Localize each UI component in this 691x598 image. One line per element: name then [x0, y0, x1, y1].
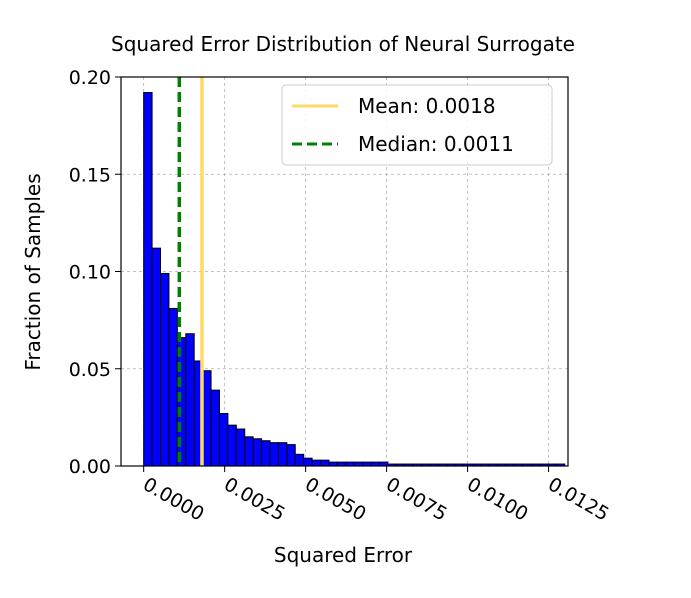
histogram-bar — [261, 440, 271, 467]
y-tick-label: 0.00 — [69, 456, 111, 478]
histogram-bar — [303, 457, 313, 467]
y-tick-label: 0.10 — [69, 262, 111, 284]
y-tick-label: 0.05 — [69, 359, 111, 381]
histogram-bar — [143, 92, 153, 467]
histogram-bar — [294, 453, 305, 467]
x-tick-label: 0.0025 — [220, 473, 289, 525]
x-tick-label: 0.0000 — [139, 473, 208, 525]
y-axis-ticks: 0.00 0.05 0.10 0.15 0.20 — [69, 67, 121, 478]
y-tick-label: 0.20 — [69, 67, 111, 89]
chart-title: Squared Error Distribution of Neural Sur… — [111, 32, 575, 56]
legend-box — [281, 84, 553, 166]
histogram-bar — [235, 428, 246, 467]
histogram-bar — [286, 444, 296, 467]
x-tick-label: 0.0125 — [544, 473, 613, 525]
histogram-bar — [277, 442, 288, 467]
histogram-bar — [227, 424, 237, 467]
histogram-bar — [269, 442, 279, 467]
x-axis-label: Squared Error — [274, 543, 413, 567]
x-tick-label: 0.0100 — [463, 473, 532, 525]
histogram-bar — [218, 412, 229, 467]
histogram-bar — [168, 307, 178, 467]
x-tick-label: 0.0075 — [382, 473, 451, 525]
histogram-bar — [320, 459, 330, 467]
legend-median-label: Median: 0.0011 — [358, 132, 514, 156]
histogram-bar — [151, 247, 162, 467]
histogram-bar — [252, 438, 263, 467]
histogram-bar — [185, 333, 195, 467]
x-axis-ticks: 0.0000 0.0025 0.0050 0.0075 0.0100 0.0125 — [139, 466, 613, 526]
histogram-bar — [210, 389, 220, 467]
reference-lines — [177, 77, 204, 466]
histogram-bar — [202, 370, 212, 467]
x-tick-label: 0.0050 — [301, 473, 370, 525]
histogram-bar — [311, 459, 322, 467]
legend: Mean: 0.0018 Median: 0.0011 — [281, 84, 553, 166]
legend-mean-label: Mean: 0.0018 — [358, 94, 496, 118]
y-axis-label: Fraction of Samples — [21, 173, 45, 370]
histogram-bar — [244, 436, 254, 467]
y-tick-label: 0.15 — [69, 164, 111, 186]
histogram-bar — [160, 272, 170, 467]
